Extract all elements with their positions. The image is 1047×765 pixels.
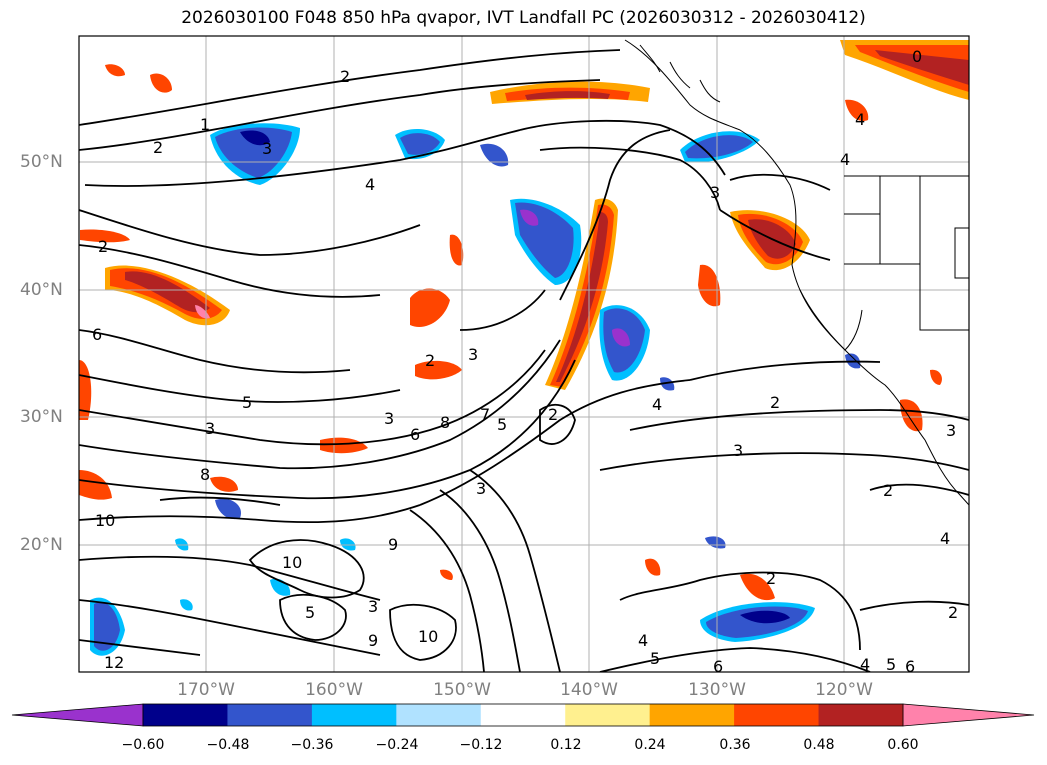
colorbar-cell <box>649 704 735 726</box>
contour-label: 5 <box>886 655 896 674</box>
lon-label-150w: 150°W <box>433 680 491 700</box>
lon-label-130w: 130°W <box>688 680 746 700</box>
map-area: 0 1 2 3 4 2 4 3 4 2 3 6 2 2 3 5 3 6 8 7 … <box>79 36 969 676</box>
contour-label: 2 <box>98 237 108 256</box>
contour-label: 4 <box>840 150 850 169</box>
colorbar <box>11 703 1035 727</box>
qvapor-fill-layer <box>79 40 969 656</box>
colorbar-extend-low <box>11 703 144 727</box>
colorbar-cell <box>565 704 651 726</box>
map-title: 2026030100 F048 850 hPa qvapor, IVT Land… <box>181 8 866 28</box>
contour-label: 12 <box>104 653 124 672</box>
colorbar-extend-high <box>902 703 1035 727</box>
contour-label: 5 <box>305 603 315 622</box>
contour-label: 5 <box>497 415 507 434</box>
contour-label: 6 <box>410 425 420 444</box>
colorbar-cell <box>396 704 482 726</box>
colorbar-cell <box>734 704 820 726</box>
contour-label: 4 <box>652 395 662 414</box>
contour-label: 5 <box>650 649 660 668</box>
colorbar-tick-label: 0.12 <box>550 737 582 753</box>
colorbar-cell <box>818 704 904 726</box>
contour-label: 0 <box>912 47 922 66</box>
colorbar-tick-label: −0.36 <box>290 737 334 753</box>
colorbar-tick-label: 0.24 <box>634 737 666 753</box>
contour-label: 4 <box>638 631 648 650</box>
colorbar-tick-label: 0.36 <box>719 737 751 753</box>
contour-label: 6 <box>905 657 915 676</box>
lat-label-30n: 30°N <box>20 407 63 427</box>
gridlines <box>79 36 969 672</box>
colorbar-tick-label: 0.60 <box>887 737 919 753</box>
contour-label: 2 <box>883 481 893 500</box>
lat-label-40n: 40°N <box>20 280 63 300</box>
lat-label-50n: 50°N <box>20 152 63 172</box>
contour-label: 6 <box>92 325 102 344</box>
contour-label: 10 <box>418 627 438 646</box>
lat-label-20n: 20°N <box>20 535 63 555</box>
colorbar-cell <box>227 704 313 726</box>
colorbar-tick-label: −0.12 <box>459 737 503 753</box>
lon-label-120w: 120°W <box>815 680 873 700</box>
coastlines <box>624 39 969 506</box>
contour-label: 4 <box>365 175 375 194</box>
contour-label: 9 <box>368 631 378 650</box>
colorbar-tick-label: −0.48 <box>206 737 250 753</box>
contour-label: 9 <box>388 535 398 554</box>
contour-label: 3 <box>946 421 956 440</box>
ivt-contours <box>79 49 969 672</box>
contour-label: 2 <box>766 569 776 588</box>
colorbar-cell <box>143 704 228 726</box>
colorbar-cell <box>480 704 566 726</box>
contour-label: 3 <box>468 345 478 364</box>
contour-label: 1 <box>200 115 210 134</box>
lon-label-170w: 170°W <box>177 680 235 700</box>
contour-label: 2 <box>340 67 350 86</box>
contour-label: 3 <box>476 479 486 498</box>
colorbar-cell <box>311 704 397 726</box>
contour-label: 3 <box>262 139 272 158</box>
map-frame <box>78 35 970 673</box>
colorbar-tick-label: 0.48 <box>803 737 835 753</box>
contour-label: 8 <box>200 465 210 484</box>
contour-label: 6 <box>713 657 723 676</box>
contour-label: 8 <box>440 413 450 432</box>
contour-label: 3 <box>733 441 743 460</box>
contour-label: 3 <box>384 409 394 428</box>
lon-label-140w: 140°W <box>560 680 618 700</box>
contour-label: 2 <box>770 393 780 412</box>
contour-label: 4 <box>940 529 950 548</box>
contour-labels: 0 1 2 3 4 2 4 3 4 2 3 6 2 2 3 5 3 6 8 7 … <box>92 47 958 676</box>
colorbar-tick-label: −0.60 <box>121 737 165 753</box>
contour-label: 3 <box>368 597 378 616</box>
contour-label: 5 <box>242 393 252 412</box>
colorbar-tick-label: −0.24 <box>375 737 419 753</box>
contour-label: 2 <box>425 351 435 370</box>
lon-label-160w: 160°W <box>305 680 363 700</box>
contour-label: 4 <box>860 655 870 674</box>
contour-label: 2 <box>548 405 558 424</box>
contour-label: 3 <box>205 419 215 438</box>
contour-label: 10 <box>282 553 302 572</box>
contour-label: 2 <box>948 603 958 622</box>
contour-label: 7 <box>480 405 490 424</box>
contour-label: 4 <box>855 110 865 129</box>
contour-label: 3 <box>710 183 720 202</box>
contour-label: 10 <box>95 511 115 530</box>
contour-label: 2 <box>153 138 163 157</box>
